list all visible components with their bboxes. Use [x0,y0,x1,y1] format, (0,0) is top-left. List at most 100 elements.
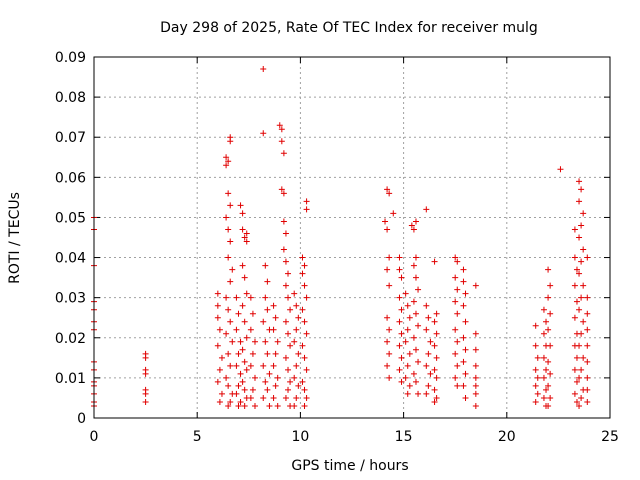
data-point [270,302,277,309]
data-point [452,326,459,333]
data-point [398,354,405,361]
x-tick-label: 20 [498,429,516,445]
data-point [423,326,430,333]
data-point [386,254,393,261]
data-point [532,366,539,373]
data-point [547,394,554,401]
data-point [408,222,415,229]
y-tick-label: 0.03 [55,291,86,307]
data-point [412,378,419,385]
data-point [431,366,438,373]
data-point [223,374,230,381]
x-tick-label: 10 [291,429,309,445]
data-point [423,362,430,369]
data-point [295,314,302,321]
data-point [293,302,300,309]
data-point [404,362,411,369]
data-point [576,402,583,409]
data-point [384,314,391,321]
data-point [260,66,267,73]
data-point [396,254,403,261]
data-point [272,314,279,321]
data-point [547,310,554,317]
data-point [412,254,419,261]
data-point [452,374,459,381]
data-point [540,330,547,337]
data-point [282,258,289,265]
data-point [243,290,250,297]
data-point [396,318,403,325]
data-point [431,342,438,349]
data-point [433,374,440,381]
data-point [227,202,234,209]
data-point [280,246,287,253]
data-point [410,370,417,377]
x-tick-label: 25 [601,429,619,445]
data-point [270,326,277,333]
data-point [142,390,149,397]
data-point [545,402,552,409]
data-point [276,122,283,129]
data-point [239,346,246,353]
data-point [571,282,578,289]
data-point [285,386,292,393]
data-point [390,210,397,217]
data-point [229,338,236,345]
data-point [580,354,587,361]
data-point [431,258,438,265]
data-point [299,378,306,385]
y-tick-label: 0.09 [55,50,86,66]
data-point [384,266,391,273]
data-point [433,354,440,361]
data-point [303,294,310,301]
data-point [402,290,409,297]
data-point [540,306,547,313]
data-point [249,310,256,317]
data-point [576,198,583,205]
data-point [214,302,221,309]
data-point [225,350,232,357]
data-point [425,382,432,389]
data-point [573,298,580,305]
data-point [237,202,244,209]
data-point [472,346,479,353]
data-point [249,350,256,357]
data-point [460,278,467,285]
data-point [295,382,302,389]
y-tick-label: 0.02 [55,331,86,347]
data-point [423,206,430,213]
data-point [573,354,580,361]
data-point [454,338,461,345]
data-point [540,374,547,381]
data-point [573,378,580,385]
data-point [460,334,467,341]
x-tick-label: 15 [395,429,413,445]
data-point [404,390,411,397]
data-point [301,402,308,409]
data-point [576,234,583,241]
data-point [274,338,281,345]
data-point [237,370,244,377]
data-point [580,246,587,253]
data-point [301,262,308,269]
data-point [543,366,550,373]
data-point [545,358,552,365]
data-point [303,394,310,401]
data-point [282,318,289,325]
data-point [573,398,580,405]
data-point [264,386,271,393]
data-point [578,294,585,301]
data-point [547,282,554,289]
data-point [460,358,467,365]
data-point [272,350,279,357]
data-point [291,338,298,345]
data-point [402,374,409,381]
y-tick-label: 0 [77,411,86,427]
data-point [460,302,467,309]
data-point [303,206,310,213]
data-point [214,378,221,385]
data-point [218,354,225,361]
data-point [260,362,267,369]
data-point [532,382,539,389]
data-point [225,402,232,409]
